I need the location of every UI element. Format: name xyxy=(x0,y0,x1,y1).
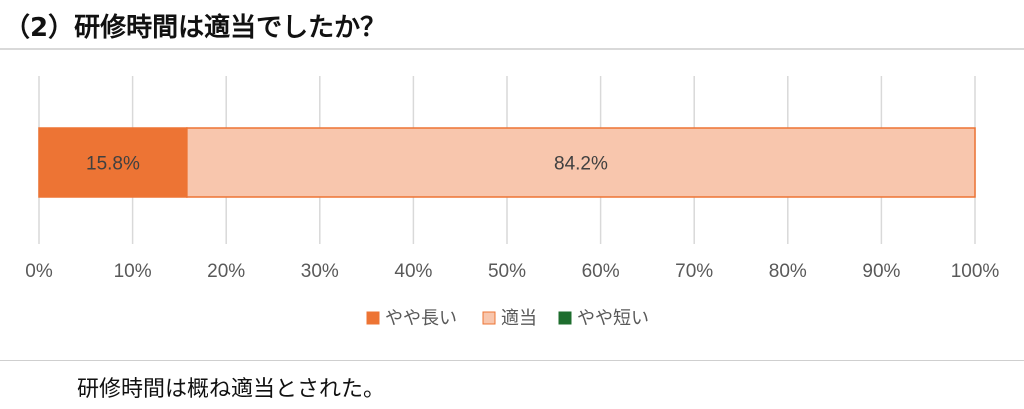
x-tick-label: 80% xyxy=(769,261,807,282)
data-label: 84.2% xyxy=(554,154,608,175)
chart-divider xyxy=(0,360,1024,361)
legend-label: やや長い xyxy=(385,308,457,329)
legend-swatch xyxy=(558,311,572,325)
legend-label: やや短い xyxy=(577,308,649,329)
bar-segment xyxy=(186,127,976,198)
x-tick-label: 90% xyxy=(862,261,900,282)
legend-label: 適当 xyxy=(501,308,537,329)
stacked-bar-chart: 15.8% 84.2% 0% 10% 20% 30% 40% 50% 60% 70% 80% 90%… xyxy=(25,76,999,329)
heading-divider xyxy=(0,48,1024,50)
legend: やや長い 適当 やや短い xyxy=(366,308,649,329)
x-tick-label: 40% xyxy=(394,261,432,282)
legend-swatch xyxy=(482,311,496,325)
x-tick-label: 20% xyxy=(207,261,245,282)
x-tick-label: 60% xyxy=(582,261,620,282)
x-tick-label: 10% xyxy=(114,261,152,282)
data-labels: 15.8% 84.2% xyxy=(86,154,608,175)
x-tick-labels: 0% 10% 20% 30% 40% 50% 60% 70% 80% 90% 100% xyxy=(25,261,999,282)
legend-swatch xyxy=(366,311,380,325)
x-tick-label: 100% xyxy=(951,261,1000,282)
bar-segments xyxy=(38,127,976,198)
question-heading: （2）研修時間は適当でしたか？ xyxy=(4,13,387,43)
x-tick-label: 30% xyxy=(301,261,339,282)
data-label: 15.8% xyxy=(86,154,140,175)
conclusion-text: 研修時間は概ね適当とされた。 xyxy=(77,377,386,402)
x-tick-label: 70% xyxy=(675,261,713,282)
bar-segment xyxy=(38,127,188,198)
x-tick-label: 0% xyxy=(25,261,53,282)
x-tick-label: 50% xyxy=(488,261,526,282)
